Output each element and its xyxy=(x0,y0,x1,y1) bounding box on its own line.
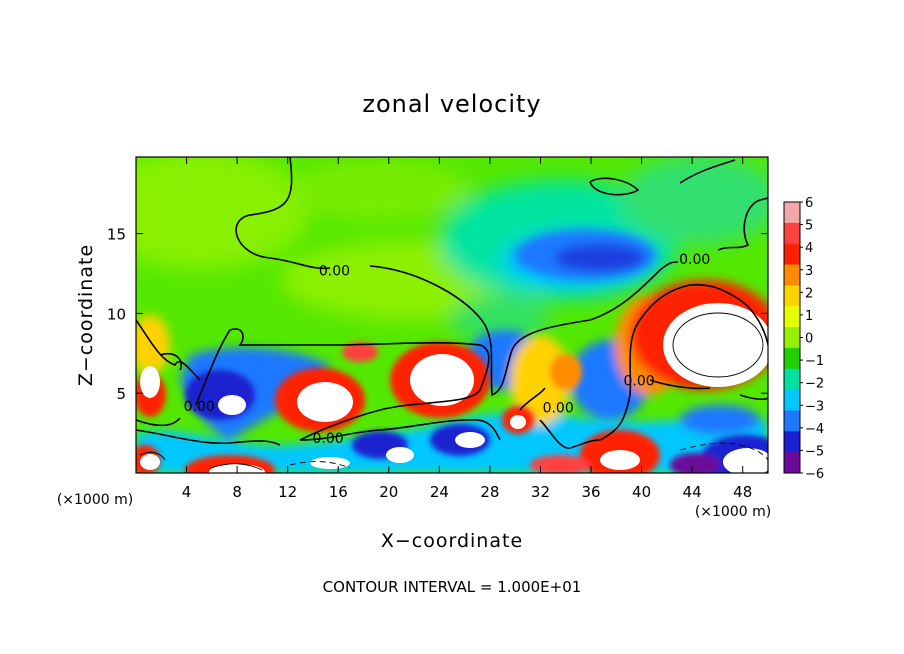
contour-label: 0.00 xyxy=(623,373,654,389)
colorbar-level-label: −2 xyxy=(805,377,824,392)
contour-label: 0.00 xyxy=(679,252,710,268)
y-axis: 5 10 15 xyxy=(107,226,768,403)
colorbar-swatch xyxy=(784,327,800,349)
x-tick-label: 4 xyxy=(182,483,192,501)
colorbar-swatch xyxy=(784,368,800,391)
contour-labels: 0.00 0.00 0.00 0.00 0.00 0.00 xyxy=(184,252,711,447)
colorbar-swatch xyxy=(784,264,800,286)
colorbar-swatch xyxy=(784,285,800,307)
y-tick-label: 10 xyxy=(107,305,126,323)
x-tick-label: 8 xyxy=(232,483,242,501)
colorbar-level-label: 1 xyxy=(805,309,813,324)
colorbar-swatch xyxy=(784,202,800,224)
colorbar-swatch xyxy=(784,306,800,328)
x-tick-label: 36 xyxy=(581,483,600,501)
x-tick-label: 20 xyxy=(379,483,398,501)
contour-lines xyxy=(136,157,768,449)
colorbar-level-label: 4 xyxy=(805,241,813,256)
colorbar-swatch xyxy=(784,431,800,453)
colorbar-level-label: −3 xyxy=(805,399,824,414)
y-tick-label: 15 xyxy=(107,226,126,244)
colorbar-swatch xyxy=(784,410,800,432)
y-axis-label: Z−coordinate xyxy=(75,244,97,386)
heatmap-field xyxy=(136,157,768,473)
x-tick-label: 12 xyxy=(278,483,297,501)
colorbar-level-label: −4 xyxy=(805,422,824,437)
x-tick-label: 40 xyxy=(632,483,651,501)
x-tick-label: 16 xyxy=(329,483,348,501)
x-tick-label: 28 xyxy=(480,483,499,501)
colorbar-level-label: 6 xyxy=(805,196,813,211)
contour-lines-thin xyxy=(139,312,768,471)
contour-label: 0.00 xyxy=(319,263,350,279)
chart-title: zonal velocity xyxy=(362,90,541,118)
x-tick-label: 24 xyxy=(430,483,449,501)
colorbar-level-label: −5 xyxy=(805,444,824,459)
x-tick-label: 48 xyxy=(733,483,752,501)
x-tick-label: 32 xyxy=(531,483,550,501)
x-axis: 4 8 12 16 20 24 28 32 36 40 44 48 xyxy=(182,157,752,501)
colorbar-swatch xyxy=(784,243,800,266)
colorbar-swatch xyxy=(784,452,800,474)
x-unit-label: (×1000 m) xyxy=(695,504,771,520)
contour-interval-note: CONTOUR INTERVAL = 1.000E+01 xyxy=(323,578,582,596)
contour-label: 0.00 xyxy=(543,401,574,417)
y-unit-label: (×1000 m) xyxy=(57,492,133,508)
x-tick-label: 44 xyxy=(683,483,702,501)
colorbar-level-label: 0 xyxy=(805,332,813,347)
contour-label: 0.00 xyxy=(313,431,344,447)
colorbar-swatch xyxy=(784,347,800,370)
colorbar-level-label: −1 xyxy=(805,354,824,369)
colorbar-swatch xyxy=(784,389,800,411)
colorbar: 6 5 4 3 2 1 0 −1 −2 −3 −4 −5 −6 xyxy=(783,196,824,482)
x-axis-label: X−coordinate xyxy=(381,530,523,552)
colorbar-level-label: 2 xyxy=(805,286,813,301)
colorbar-level-label: 3 xyxy=(805,264,813,279)
contour-label: 0.00 xyxy=(184,399,215,415)
colorbar-level-label: −6 xyxy=(805,467,824,482)
colorbar-level-label: 5 xyxy=(805,219,813,234)
y-tick-label: 5 xyxy=(116,385,126,403)
plot-frame xyxy=(135,156,769,474)
colorbar-swatch xyxy=(784,222,800,245)
